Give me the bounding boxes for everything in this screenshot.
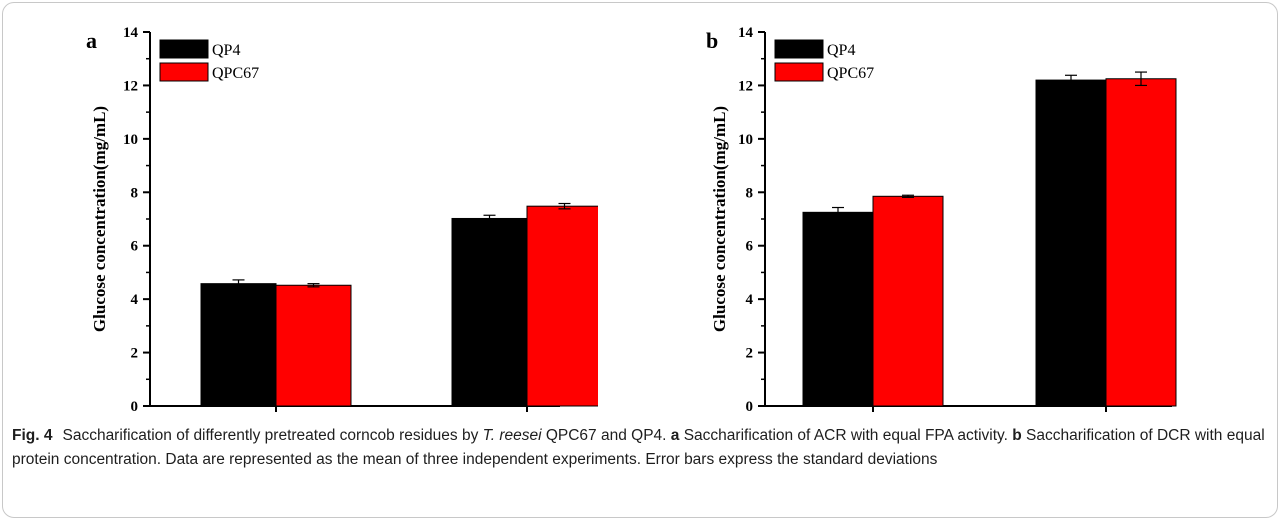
legend-swatch-qp4: [159, 39, 209, 59]
caption-panel-a-text: Saccharification of ACR with equal FPA a…: [679, 427, 1013, 444]
x-tick-label: 24h: [861, 417, 885, 418]
x-tick-label: 48h: [1094, 417, 1118, 418]
bar-qp4-48h: [451, 217, 528, 407]
bar-qpc67-24h: [275, 284, 352, 407]
bar-qpc67-48h: [526, 205, 598, 407]
y-axis-label: Glucose concentration(mg/mL): [90, 106, 109, 332]
caption-panel-b-text: Saccharification of DCR with equal prote…: [12, 427, 1265, 468]
legend-label-qp4: QP4: [212, 42, 240, 59]
y-tick-label: 14: [123, 25, 139, 41]
y-tick-label: 0: [746, 399, 754, 415]
y-axis-label: Glucose concentration(mg/mL): [710, 106, 729, 332]
y-tick-label: 10: [123, 132, 138, 148]
y-tick-label: 2: [131, 346, 139, 362]
caption-text-2: QPC67 and QP4.: [541, 427, 671, 444]
legend-swatch-qpc67: [159, 62, 209, 82]
legend-label-qp4: QP4: [827, 42, 855, 59]
panel-label: a: [86, 28, 97, 53]
y-tick-label: 6: [131, 239, 139, 255]
x-tick-label: 24h: [264, 417, 288, 418]
x-tick-label: 48h: [515, 417, 539, 418]
legend-swatch-qpc67: [774, 62, 824, 82]
legend-label-qpc67: QPC67: [212, 65, 259, 82]
bar-qp4-24h: [802, 211, 874, 407]
y-tick-label: 0: [131, 399, 139, 415]
chart-panel-a: a0246810121424h48hTimeGlucose concentrat…: [86, 25, 598, 418]
y-tick-label: 4: [746, 292, 754, 308]
y-tick-label: 12: [123, 78, 138, 94]
caption-organism: T. reesei: [482, 427, 542, 444]
bar-qpc67-48h: [1105, 78, 1177, 407]
legend-swatch-qp4: [774, 39, 824, 59]
y-tick-label: 8: [131, 185, 139, 201]
y-tick-label: 8: [746, 185, 754, 201]
bar-qpc67-24h: [872, 195, 944, 407]
y-tick-label: 6: [746, 239, 754, 255]
y-tick-label: 4: [131, 292, 139, 308]
y-tick-label: 12: [738, 78, 753, 94]
caption-text-1: Saccharification of differently pretreat…: [62, 427, 483, 444]
bar-qp4-48h: [1035, 79, 1107, 407]
caption-panel-a-label: a: [670, 427, 680, 444]
y-tick-label: 2: [746, 346, 754, 362]
panel-label: b: [706, 28, 718, 53]
legend-label-qpc67: QPC67: [827, 65, 874, 82]
bar-qp4-24h: [200, 283, 277, 407]
caption-panel-b-label: b: [1012, 427, 1022, 444]
figure-caption: Fig. 4 Saccharification of differently pr…: [12, 424, 1270, 472]
y-tick-label: 14: [738, 25, 754, 41]
figure-label: Fig. 4: [12, 427, 53, 444]
chart-panel-b: b0246810121424h48hTimeGlucose concentrat…: [706, 25, 1177, 418]
y-tick-label: 10: [738, 132, 753, 148]
